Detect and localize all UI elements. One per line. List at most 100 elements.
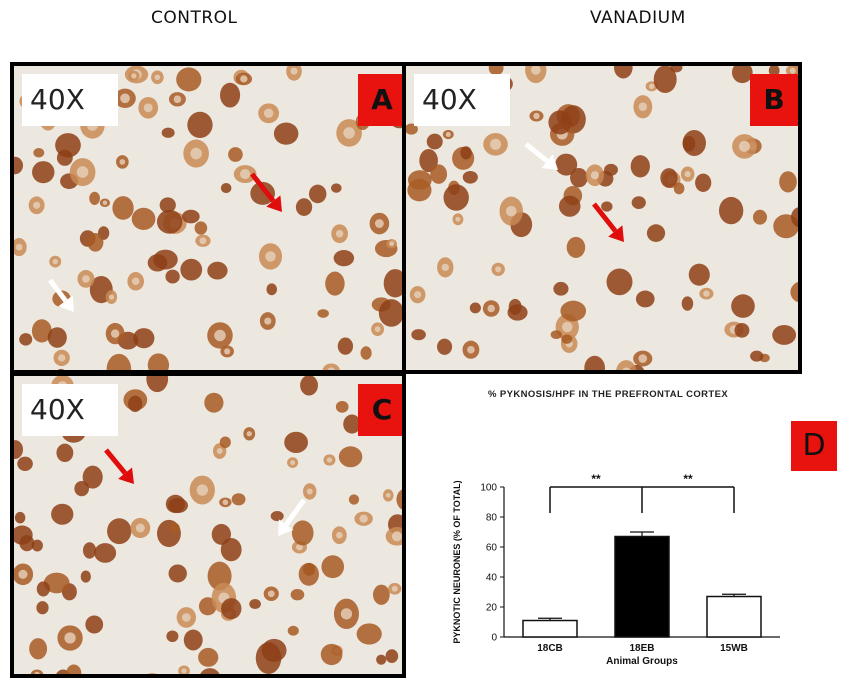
- stained-neuron: [385, 649, 399, 664]
- stained-neuron: [499, 196, 523, 226]
- significance-label: **: [591, 472, 601, 486]
- stained-neuron: [548, 110, 572, 135]
- stained-neuron: [550, 330, 563, 340]
- stained-neuron: [36, 601, 49, 615]
- stained-neuron: [273, 122, 299, 145]
- stained-neuron: [168, 92, 186, 107]
- stained-neuron: [750, 350, 764, 362]
- stained-neuron: [233, 165, 257, 184]
- stained-neuron: [80, 570, 91, 583]
- micrograph-panel-a: 40X A: [10, 62, 406, 374]
- stained-neuron: [718, 196, 744, 225]
- stained-neuron: [360, 346, 372, 360]
- stained-neuron: [220, 182, 232, 194]
- stained-neuron: [146, 376, 169, 393]
- stained-neuron: [220, 345, 234, 358]
- stained-neuron: [529, 110, 544, 122]
- stained-neuron: [614, 66, 633, 79]
- stained-neuron: [430, 164, 448, 184]
- stained-neuron: [731, 294, 755, 318]
- stained-neuron: [348, 494, 360, 505]
- stained-neuron: [337, 337, 354, 355]
- stained-neuron: [409, 286, 426, 304]
- stained-neuron: [127, 271, 145, 291]
- stained-neuron: [14, 156, 24, 175]
- stained-neuron: [681, 296, 694, 311]
- stained-neuron: [207, 322, 233, 349]
- y-tick-label: 100: [480, 483, 497, 494]
- stained-neuron: [14, 525, 33, 545]
- stained-neuron: [388, 582, 402, 595]
- stained-neuron: [167, 497, 189, 514]
- stained-neuron: [670, 66, 683, 73]
- stained-neuron: [371, 322, 385, 336]
- stained-neuron: [114, 88, 136, 109]
- stained-neuron: [426, 133, 443, 150]
- stained-neuron: [116, 155, 129, 169]
- stained-neuron: [585, 164, 605, 187]
- stained-neuron: [221, 598, 242, 620]
- stained-neuron: [343, 414, 361, 434]
- stained-neuron: [14, 238, 27, 257]
- stained-neuron: [156, 209, 183, 234]
- stained-neuron: [249, 599, 261, 610]
- x-axis-label: Animal Groups: [606, 656, 678, 667]
- stained-neuron: [74, 481, 90, 497]
- stained-neuron: [176, 607, 197, 628]
- significance-bracket: [549, 486, 735, 513]
- x-tick-label: 15WB: [720, 643, 748, 654]
- stained-neuron: [699, 287, 714, 300]
- stained-neuron: [159, 197, 176, 213]
- stained-neuron: [291, 520, 314, 546]
- stained-neuron: [616, 360, 637, 370]
- stained-neuron: [82, 542, 97, 559]
- stained-neuron: [785, 66, 798, 77]
- stained-neuron: [287, 457, 299, 468]
- stained-neuron: [19, 333, 33, 346]
- stained-neuron: [407, 178, 432, 202]
- stained-neuron: [695, 173, 712, 192]
- stained-neuron: [211, 523, 231, 545]
- stained-neuron: [566, 236, 586, 258]
- panel-letter-b: B: [750, 74, 798, 126]
- stained-neuron: [219, 497, 232, 508]
- stained-neuron: [386, 238, 398, 249]
- stained-neuron: [660, 168, 678, 188]
- stained-neuron: [462, 170, 478, 184]
- stained-neuron: [56, 149, 73, 166]
- stained-neuron: [231, 493, 246, 506]
- stained-neuron: [333, 250, 355, 267]
- bar-15wb: [706, 595, 762, 638]
- stained-neuron: [732, 134, 757, 159]
- stained-neuron: [87, 233, 104, 252]
- stained-neuron: [82, 465, 103, 489]
- stained-neuron: [259, 312, 276, 330]
- stained-neuron: [298, 562, 319, 586]
- stained-neuron: [633, 350, 653, 367]
- stained-neuron: [28, 196, 45, 215]
- red-arrow-icon: [104, 448, 134, 484]
- stained-neuron: [56, 443, 74, 463]
- stained-neuron: [14, 440, 24, 459]
- stained-neuron: [338, 446, 363, 468]
- stained-neuron: [29, 638, 48, 660]
- bar-18cb: [522, 619, 578, 638]
- stained-neuron: [30, 669, 44, 674]
- stained-neuron: [331, 183, 342, 193]
- stained-neuron: [560, 300, 587, 322]
- x-tick-label: 18CB: [537, 643, 563, 654]
- stained-neuron: [85, 615, 104, 634]
- y-axis-label: PYKNOTIC NEURONES (% OF TOTAL): [452, 480, 462, 643]
- stained-neuron: [287, 625, 299, 636]
- stained-neuron: [220, 537, 242, 562]
- stained-neuron: [198, 647, 219, 667]
- stained-neuron: [266, 283, 278, 296]
- stained-neuron: [354, 511, 373, 526]
- stained-neuron: [31, 319, 52, 343]
- stained-neuron: [204, 392, 224, 413]
- stained-neuron: [219, 436, 231, 449]
- stained-neuron: [558, 195, 581, 217]
- stained-neuron: [336, 119, 362, 147]
- stained-neuron: [382, 489, 394, 502]
- stained-neuron: [53, 349, 70, 367]
